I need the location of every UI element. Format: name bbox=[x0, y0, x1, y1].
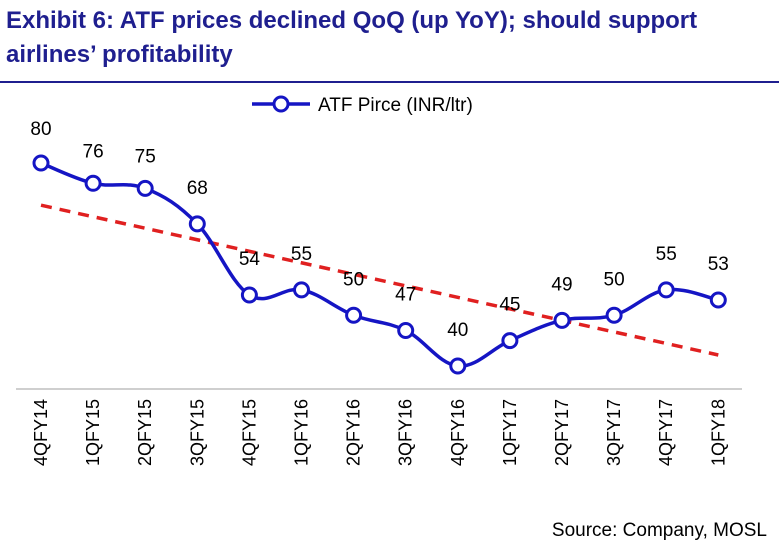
data-point-marker bbox=[501, 332, 519, 350]
data-point-marker bbox=[449, 357, 467, 375]
data-point-marker bbox=[657, 281, 675, 299]
data-point-marker bbox=[605, 306, 623, 324]
data-point-marker bbox=[345, 306, 363, 324]
x-tick-label: 4QFY15 bbox=[239, 399, 259, 466]
data-point-marker bbox=[397, 321, 415, 339]
x-tick-label: 3QFY16 bbox=[396, 399, 416, 466]
data-point-marker bbox=[553, 311, 571, 329]
x-tick-label: 3QFY17 bbox=[604, 399, 624, 466]
data-label: 40 bbox=[447, 320, 468, 341]
data-label: 49 bbox=[551, 274, 572, 295]
data-point-marker bbox=[293, 281, 310, 299]
data-label: 75 bbox=[135, 146, 156, 167]
x-tick-label: 1QFY18 bbox=[708, 399, 728, 466]
x-tick-label: 2QFY17 bbox=[552, 399, 572, 466]
data-label: 80 bbox=[30, 119, 51, 140]
data-label: 55 bbox=[656, 244, 677, 265]
source-note: Source: Company, MOSL bbox=[551, 520, 767, 541]
data-point-marker bbox=[188, 215, 206, 233]
x-tick-label: 4QFY14 bbox=[31, 399, 51, 466]
trend-line bbox=[40, 203, 719, 357]
data-label: 47 bbox=[395, 284, 416, 305]
legend-marker-swatch bbox=[272, 95, 290, 113]
data-point-marker bbox=[84, 174, 102, 192]
chart-title: Exhibit 6: ATF prices declined QoQ (up Y… bbox=[6, 7, 698, 68]
data-point-marker bbox=[32, 154, 50, 172]
data-label: 50 bbox=[343, 269, 364, 290]
x-tick-label: 1QFY16 bbox=[292, 399, 312, 466]
legend-label: ATF Pirce (INR/ltr) bbox=[318, 95, 473, 116]
data-label: 55 bbox=[291, 244, 312, 265]
x-tick-label: 3QFY15 bbox=[187, 399, 207, 466]
data-label: 50 bbox=[604, 269, 625, 290]
data-label: 76 bbox=[83, 141, 104, 162]
data-point-marker bbox=[136, 179, 154, 197]
x-tick-label: 2QFY15 bbox=[135, 399, 155, 466]
x-tick-label: 2QFY16 bbox=[344, 399, 364, 466]
x-tick-label: 4QFY17 bbox=[656, 399, 676, 466]
x-tick-label: 1QFY15 bbox=[83, 399, 103, 466]
data-label: 45 bbox=[499, 295, 520, 316]
data-label: 54 bbox=[239, 249, 261, 270]
x-tick-label: 4QFY16 bbox=[448, 399, 468, 466]
title-divider bbox=[0, 81, 779, 83]
x-tick-label: 1QFY17 bbox=[500, 399, 520, 466]
data-point-marker bbox=[240, 286, 258, 304]
legend: ATF Pirce (INR/ltr) bbox=[252, 95, 473, 116]
data-label: 68 bbox=[187, 178, 208, 199]
data-point-marker bbox=[709, 291, 727, 309]
data-label: 53 bbox=[708, 254, 729, 275]
series-line bbox=[40, 161, 719, 368]
